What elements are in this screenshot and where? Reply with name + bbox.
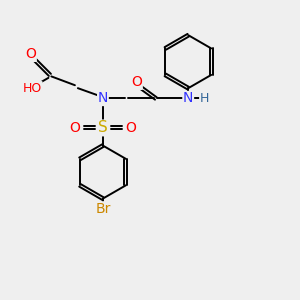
Text: O: O [131,75,142,89]
Text: Br: Br [95,202,111,216]
Text: HO: HO [22,82,42,95]
Text: N: N [98,92,108,106]
Text: O: O [25,47,36,61]
Text: H: H [200,92,209,105]
Text: O: O [125,121,136,135]
Text: N: N [183,92,194,106]
Text: O: O [70,121,80,135]
Text: S: S [98,120,108,135]
